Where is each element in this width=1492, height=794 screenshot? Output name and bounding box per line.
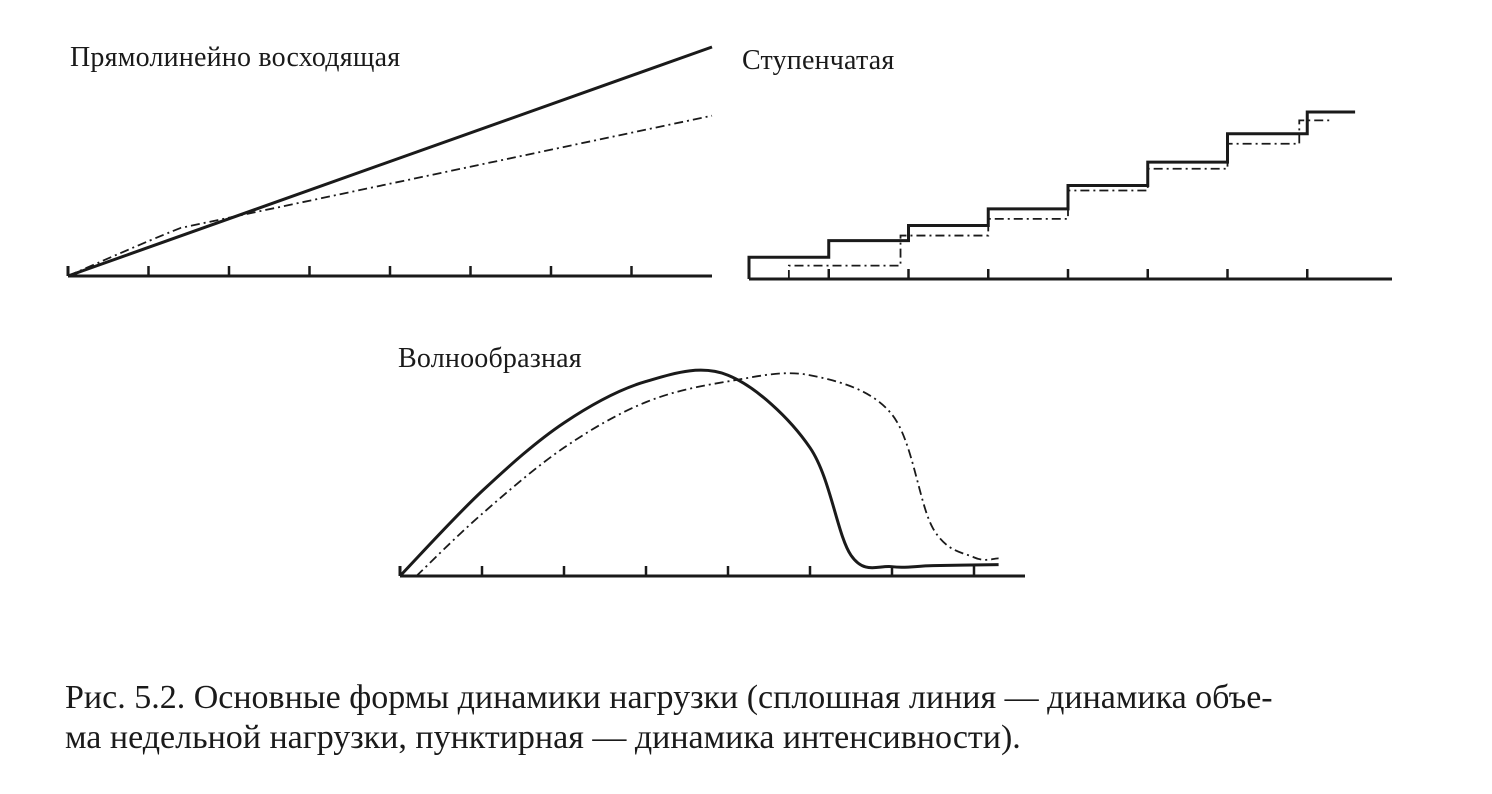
figure-caption: Рис. 5.2. Основные формы динамики нагруз… — [65, 678, 1405, 758]
step-series-intensity-dashdot — [787, 119, 1332, 279]
linear-chart-title: Прямолинейно восходящая — [70, 42, 401, 73]
step-chart-title: Ступенчатая — [742, 45, 895, 76]
step-series-volume-solid — [747, 110, 1356, 279]
linear-series-volume-solid — [67, 45, 713, 278]
caption-line-1: Рис. 5.2. Основные формы динамики нагруз… — [65, 679, 1273, 716]
wave-series-volume-solid — [398, 368, 999, 578]
caption-line-2: ма недельной нагрузки, пунктирная — дина… — [65, 719, 1021, 756]
wave-series-intensity-dashdot — [415, 372, 999, 577]
wave-chart-title: Волнообразная — [398, 343, 582, 374]
linear-series-intensity-dashdot — [67, 114, 713, 277]
